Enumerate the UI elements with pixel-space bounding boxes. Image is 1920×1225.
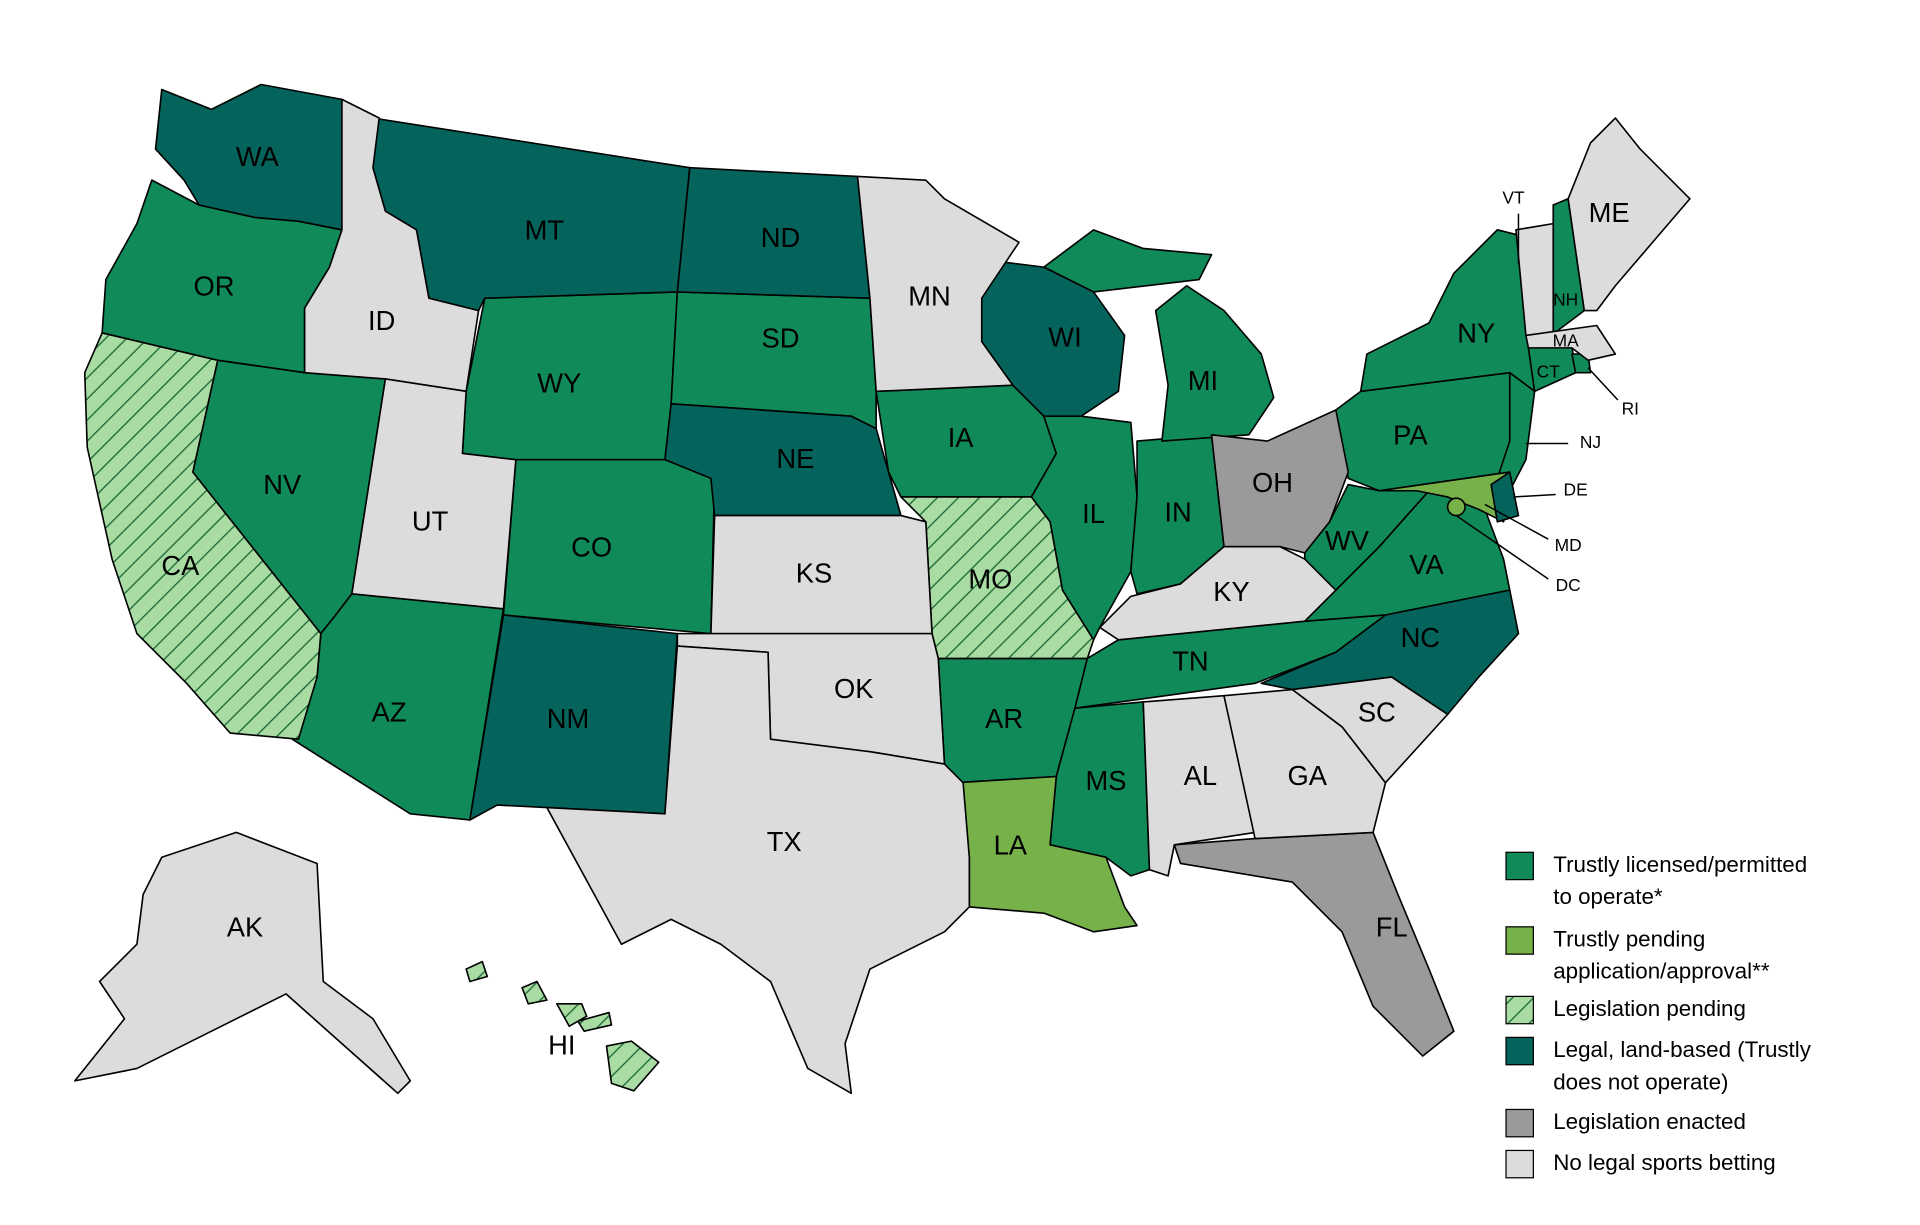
state-label: CO (571, 531, 612, 562)
state-label: VA (1409, 549, 1444, 580)
state-label: WY (537, 367, 581, 398)
leader-line (1484, 503, 1549, 540)
leader-line (1513, 493, 1556, 498)
state-label: RI (1622, 399, 1639, 419)
state-label: FL (1376, 912, 1408, 943)
state-shape (1291, 676, 1449, 784)
state-label: SC (1358, 697, 1396, 728)
legend-label: Trustly licensed/permitted (1553, 852, 1807, 877)
legend: Trustly licensed/permitted to operate* Tru… (1505, 851, 1812, 1179)
state-shape (351, 378, 517, 610)
legend-label: Trustly pending (1553, 926, 1705, 951)
state-label: IA (948, 422, 975, 453)
state-label: AR (985, 703, 1023, 734)
state-label: MN (908, 280, 951, 311)
state-shape (303, 98, 480, 393)
state-shape (710, 514, 933, 635)
state-shape (465, 960, 660, 1092)
state-label: WV (1325, 525, 1370, 556)
state-label: VT (1502, 187, 1525, 207)
state-label: MI (1188, 365, 1218, 396)
state-label: LA (994, 830, 1028, 861)
legend-swatch (1505, 851, 1534, 881)
state-label: ID (368, 305, 395, 336)
state-label: MT (525, 215, 565, 246)
state-shape (1173, 831, 1455, 1057)
state-label: MD (1555, 535, 1582, 555)
legend-swatch (1505, 1149, 1534, 1179)
states (73, 83, 1691, 1095)
state-shape (1098, 545, 1337, 641)
legend-swatch (1505, 995, 1534, 1025)
legend-label: to operate* (1553, 884, 1663, 909)
state-label: DC (1556, 575, 1581, 595)
state-label: WA (236, 141, 280, 172)
legend-swatch (1505, 1108, 1534, 1138)
state-label: CA (161, 550, 200, 581)
state-shape (1525, 324, 1617, 362)
legend-swatch (1505, 926, 1534, 955)
legend-label: No legal sports betting (1553, 1150, 1775, 1175)
state-label: MA (1553, 330, 1579, 350)
leader-line (1455, 514, 1549, 580)
legend-label: Legal, land-based (Trustly (1553, 1037, 1811, 1062)
labels: OR NV AZ WY CO SD IA IL IN MI AR MS TN WV VA PA NY NJ CT NH… (161, 141, 1639, 1060)
state-label: AK (227, 912, 263, 943)
state-label: NE (776, 443, 814, 474)
state-label: GA (1288, 760, 1328, 791)
legend-label: application/approval** (1553, 959, 1770, 984)
state-label: MS (1085, 765, 1126, 796)
state-label: CT (1537, 361, 1561, 381)
state-shape (1359, 229, 1536, 393)
state-label: ME (1589, 197, 1630, 228)
state-label: ND (761, 222, 800, 253)
state-label: NC (1401, 622, 1440, 653)
state-label: AL (1184, 760, 1217, 791)
state-shape (1446, 497, 1466, 517)
legend-label: Legislation enacted (1553, 1109, 1746, 1134)
state-label: NM (547, 703, 590, 734)
state-label: TX (767, 826, 802, 857)
state-label: IN (1164, 497, 1191, 528)
legend-label: Legislation pending (1553, 996, 1746, 1021)
state-label: OK (834, 673, 873, 704)
state-shape (1030, 415, 1138, 641)
state-label: NV (263, 469, 302, 500)
legend-swatch (1505, 1036, 1534, 1066)
state-label: TN (1172, 646, 1208, 677)
legend-label: does not operate) (1553, 1069, 1728, 1094)
state-label: OR (193, 270, 234, 301)
state-label: NH (1553, 289, 1578, 309)
state-label: WI (1048, 321, 1081, 352)
state-label: MO (968, 564, 1012, 595)
state-shape (73, 831, 412, 1095)
state-label: DE (1564, 479, 1588, 499)
state-shape (546, 645, 971, 1095)
state-label: NJ (1580, 432, 1601, 452)
state-label: NY (1457, 318, 1495, 349)
state-shape (83, 332, 322, 741)
state-shape (1567, 117, 1691, 312)
state-label: AZ (372, 697, 407, 728)
state-label: UT (412, 505, 449, 536)
state-label: KY (1213, 576, 1249, 607)
state-label: SD (761, 323, 799, 354)
state-shape (154, 83, 343, 231)
state-label: HI (548, 1030, 575, 1061)
state-label: PA (1393, 420, 1428, 451)
state-label: IL (1082, 498, 1105, 529)
state-shape (856, 175, 1020, 393)
leader-line (1587, 367, 1619, 401)
state-label: OH (1252, 467, 1293, 498)
state-label: KS (796, 557, 832, 588)
